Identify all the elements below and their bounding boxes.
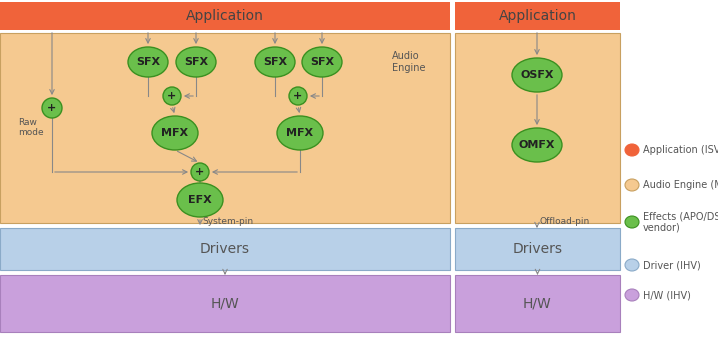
Text: MFX: MFX bbox=[286, 128, 314, 138]
Ellipse shape bbox=[289, 87, 307, 105]
Ellipse shape bbox=[625, 144, 639, 156]
Bar bbox=[0, 228, 450, 270]
Ellipse shape bbox=[512, 128, 562, 162]
Text: EFX: EFX bbox=[188, 195, 212, 205]
Text: Audio
Engine: Audio Engine bbox=[392, 51, 426, 72]
Ellipse shape bbox=[177, 183, 223, 217]
Bar bbox=[455, 228, 620, 270]
Ellipse shape bbox=[512, 58, 562, 92]
Text: +: + bbox=[195, 167, 205, 177]
Bar bbox=[0, 275, 450, 332]
Text: Driver (IHV): Driver (IHV) bbox=[643, 260, 701, 270]
Bar bbox=[455, 33, 620, 223]
Text: +: + bbox=[294, 91, 302, 101]
Ellipse shape bbox=[191, 163, 209, 181]
Text: SFX: SFX bbox=[136, 57, 160, 67]
Ellipse shape bbox=[42, 98, 62, 118]
Text: Offload-pin: Offload-pin bbox=[539, 217, 589, 226]
Ellipse shape bbox=[255, 47, 295, 77]
Bar bbox=[455, 2, 620, 30]
Ellipse shape bbox=[625, 216, 639, 228]
Text: H/W: H/W bbox=[523, 297, 552, 310]
Text: Drivers: Drivers bbox=[513, 242, 562, 256]
Text: SFX: SFX bbox=[263, 57, 287, 67]
Ellipse shape bbox=[152, 116, 198, 150]
Text: OSFX: OSFX bbox=[521, 70, 554, 80]
Text: Application (ISV): Application (ISV) bbox=[643, 145, 718, 155]
Text: +: + bbox=[47, 103, 57, 113]
Bar bbox=[0, 33, 450, 223]
Text: SFX: SFX bbox=[184, 57, 208, 67]
Text: +: + bbox=[167, 91, 177, 101]
Text: System-pin: System-pin bbox=[202, 217, 253, 226]
Ellipse shape bbox=[625, 289, 639, 301]
Ellipse shape bbox=[625, 259, 639, 271]
Text: Raw
mode: Raw mode bbox=[18, 118, 44, 137]
Text: H/W: H/W bbox=[210, 297, 239, 310]
Ellipse shape bbox=[176, 47, 216, 77]
Ellipse shape bbox=[128, 47, 168, 77]
Ellipse shape bbox=[302, 47, 342, 77]
Bar bbox=[0, 2, 450, 30]
Bar bbox=[455, 275, 620, 332]
Text: Audio Engine (MS): Audio Engine (MS) bbox=[643, 180, 718, 190]
Text: Drivers: Drivers bbox=[200, 242, 250, 256]
Text: MFX: MFX bbox=[162, 128, 189, 138]
Text: SFX: SFX bbox=[310, 57, 334, 67]
Text: H/W (IHV): H/W (IHV) bbox=[643, 290, 691, 300]
Ellipse shape bbox=[277, 116, 323, 150]
Text: OMFX: OMFX bbox=[518, 140, 555, 150]
Text: Application: Application bbox=[186, 9, 264, 23]
Ellipse shape bbox=[625, 179, 639, 191]
Text: Application: Application bbox=[498, 9, 577, 23]
Ellipse shape bbox=[163, 87, 181, 105]
Text: Effects (APO/DSP
vendor): Effects (APO/DSP vendor) bbox=[643, 211, 718, 233]
